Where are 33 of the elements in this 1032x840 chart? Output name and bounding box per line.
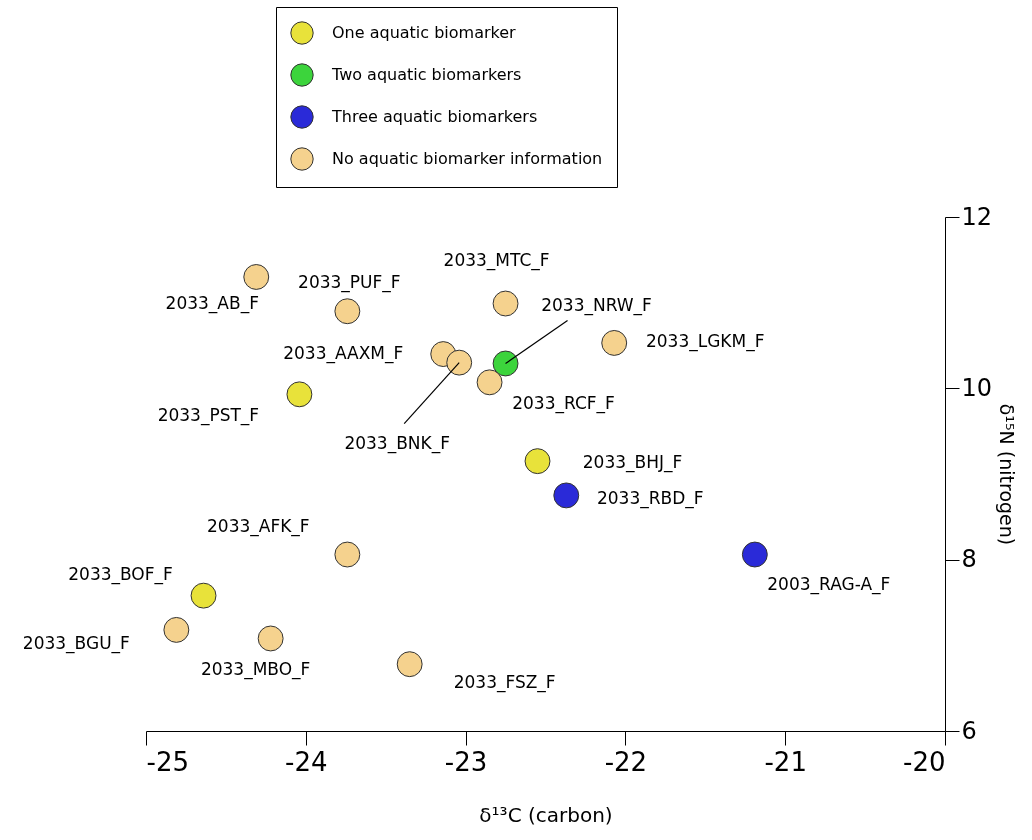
annotation: 2033_RCF_F <box>512 393 615 415</box>
annotation: 2033_AAXM_F <box>283 343 404 365</box>
annotation: 2033_BNK_F <box>344 432 450 454</box>
x-tick-label: -22 <box>604 746 648 777</box>
y-tick-label: 8 <box>961 545 977 574</box>
y-axis-title: δ¹⁵N (nitrogen) <box>996 403 1019 546</box>
x-tick-label: -23 <box>444 746 488 777</box>
x-tick-label: -25 <box>146 746 189 777</box>
annotation: 2033_AB_F <box>165 292 259 314</box>
annotation: 2033_LGKM_F <box>645 330 765 352</box>
legend-label: One aquatic biomarker <box>332 23 517 42</box>
x-tick-label: -21 <box>764 746 807 777</box>
legend-label: Two aquatic biomarkers <box>331 65 522 84</box>
annotation: 2033_MBO_F <box>200 659 311 681</box>
annotation: 2033_NRW_F <box>541 295 652 317</box>
annotation: 2033_FSZ_F <box>453 672 556 694</box>
y-tick-label: 10 <box>961 373 993 402</box>
annotation: 2003_RAG-A_F <box>767 573 891 595</box>
annotation: 2033_MTC_F <box>443 249 550 271</box>
x-tick-label: -24 <box>285 746 328 777</box>
x-axis-title: δ¹³C (carbon) <box>479 802 613 827</box>
y-tick-label: 6 <box>961 716 977 745</box>
annotation: 2033_RBD_F <box>596 488 704 510</box>
annotation: 2033_PST_F <box>157 405 260 427</box>
annotation: 2033_BGU_F <box>22 632 130 654</box>
annotation: 2033_AFK_F <box>207 515 310 537</box>
annotation: 2033_BHJ_F <box>582 452 683 474</box>
annotation: 2033_BOF_F <box>68 563 173 585</box>
legend-label: Three aquatic biomarkers <box>331 107 538 126</box>
x-tick-label: -20 <box>903 746 946 777</box>
annotation: 2033_PUF_F <box>298 272 401 294</box>
legend-label: No aquatic biomarker information <box>332 149 603 168</box>
y-tick-label: 12 <box>961 202 993 231</box>
